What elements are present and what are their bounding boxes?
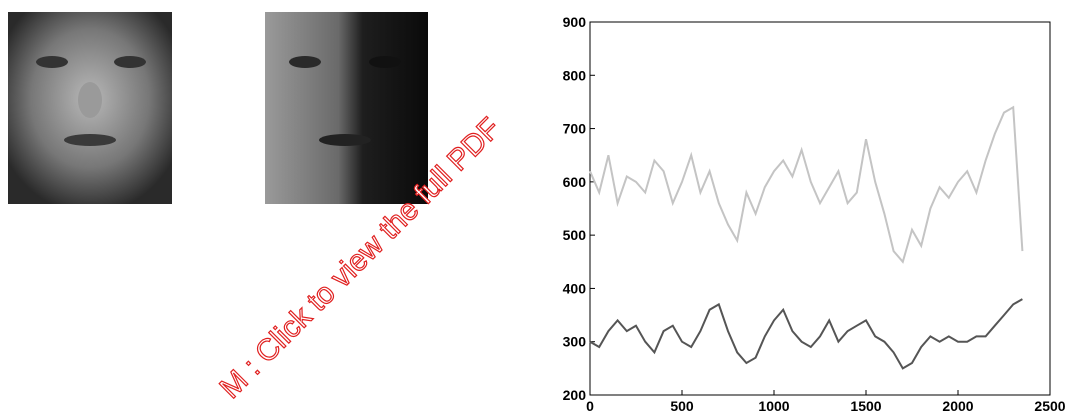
x-tick-label: 0 (586, 398, 594, 412)
x-tick-label: 2500 (1034, 398, 1065, 412)
y-tick-label: 600 (563, 174, 587, 190)
face-image-shadowed (265, 12, 428, 204)
x-tick-label: 2000 (942, 398, 973, 412)
x-tick-label: 1500 (850, 398, 881, 412)
plot: 200 300 400 500 600 700 800 900 0 500 1000 1500 2000… (563, 14, 1066, 412)
series-line (589, 105, 1024, 264)
y-tick-label: 900 (563, 14, 587, 30)
x-tick-label: 500 (670, 398, 694, 412)
y-tick-label: 700 (563, 121, 587, 137)
x-tick-label: 1000 (758, 398, 789, 412)
plot-frame (589, 21, 1051, 396)
y-tick-label: 500 (563, 227, 587, 243)
y-tick-label: 300 (563, 334, 587, 350)
y-tick-label: 200 (563, 387, 587, 403)
series-line (589, 298, 1023, 370)
y-tick-label: 400 (563, 280, 587, 296)
y-tick-label: 800 (563, 67, 587, 83)
face-image (8, 12, 172, 204)
